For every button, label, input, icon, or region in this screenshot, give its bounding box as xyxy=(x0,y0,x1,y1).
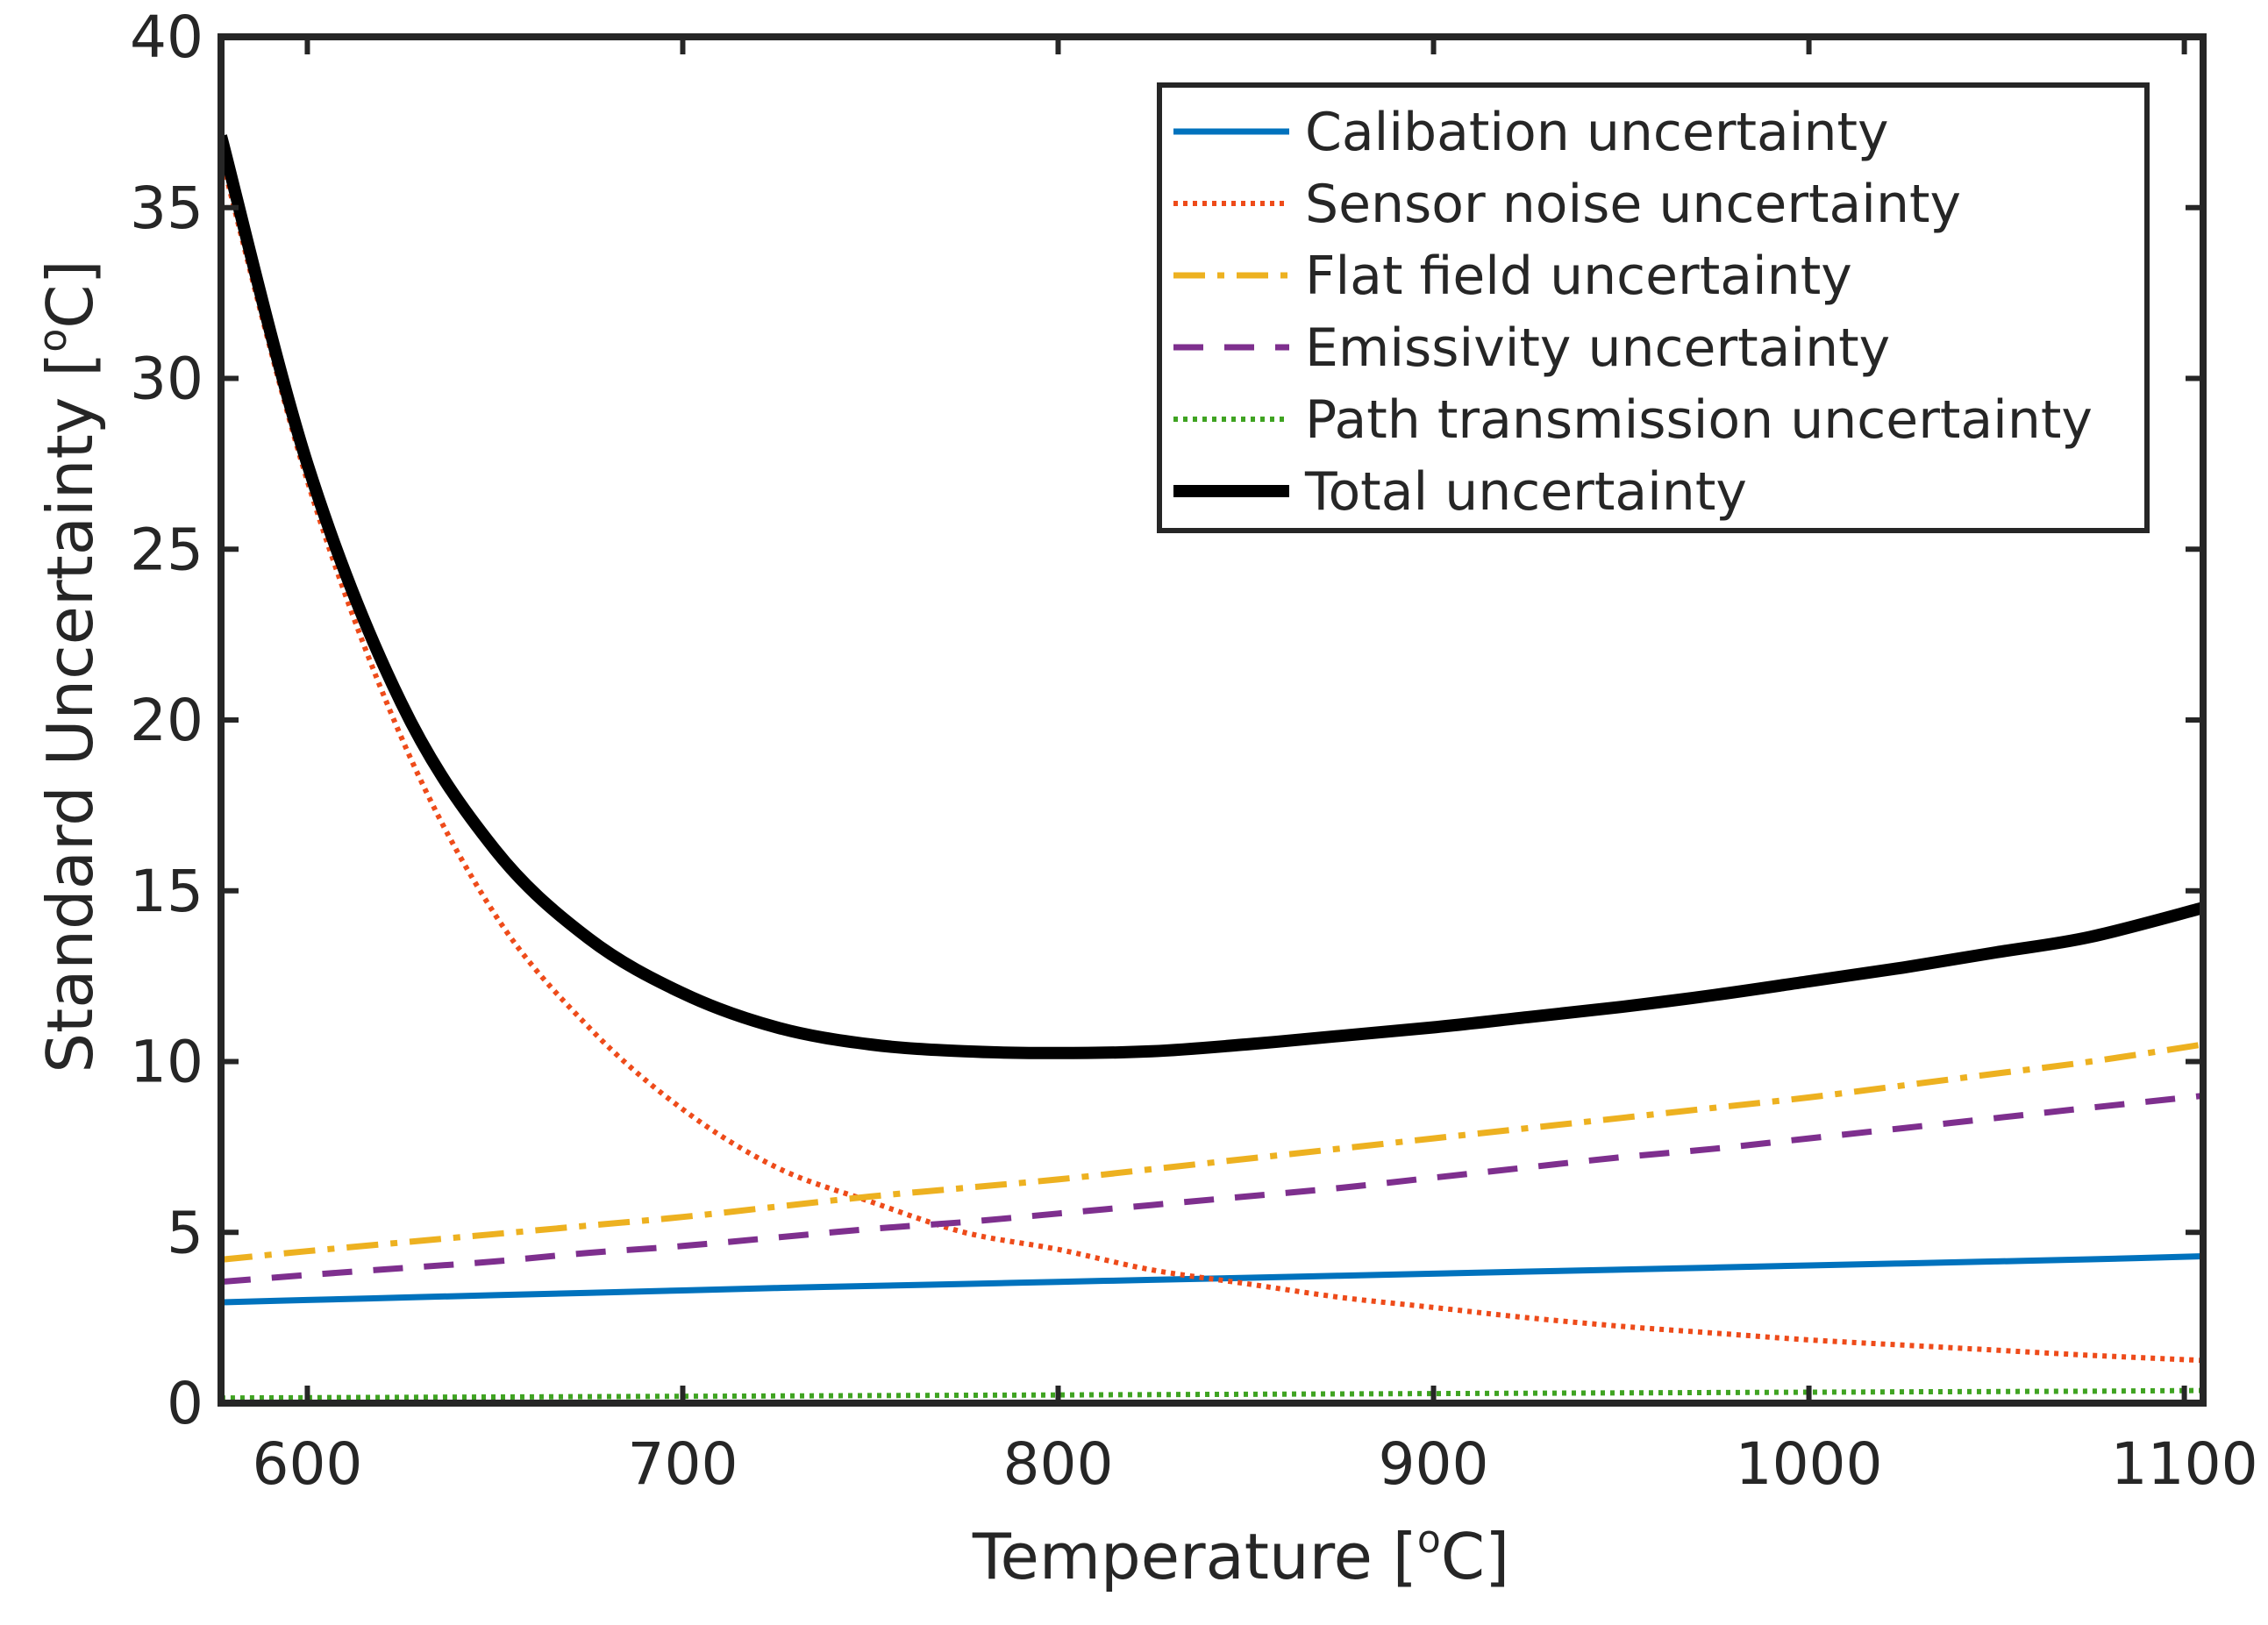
y-tick-label: 20 xyxy=(130,687,203,754)
legend-label: Flat field uncertainty xyxy=(1305,246,1852,307)
series-line-total-uncertainty xyxy=(221,134,2203,1059)
x-axis-label-main: Temperature [ xyxy=(972,1520,1417,1593)
series-line-path-transmission-uncertainty xyxy=(221,1387,2203,1401)
series-layer xyxy=(221,134,2203,1401)
legend-label: Sensor noise uncertainty xyxy=(1305,174,1961,235)
y-axis-label: Standard Uncertainty [oC] xyxy=(31,260,107,1073)
y-tick-label: 40 xyxy=(130,4,203,71)
ticks-layer xyxy=(221,34,2203,1406)
x-tick-label: 900 xyxy=(1379,1430,1489,1498)
legend-box xyxy=(1157,82,2150,533)
x-axis-label: Temperature [oC] xyxy=(972,1517,1509,1593)
y-tick-label: 25 xyxy=(130,516,203,583)
y-tick-label: 10 xyxy=(130,1029,203,1096)
series-line-flat-field-uncertainty xyxy=(221,1041,2203,1263)
x-tick-label: 800 xyxy=(1003,1430,1114,1498)
legend-label: Calibation uncertainty xyxy=(1305,102,1889,163)
y-tick-label: 30 xyxy=(130,346,203,413)
y-tick-label: 0 xyxy=(167,1370,203,1437)
y-tick-label: 15 xyxy=(130,858,203,925)
tick-labels-layer: 600 700 800 900 1000 1100 0 5 10 15 20 25 30 35 40 xyxy=(130,4,2258,1498)
legend-label: Emissivity uncertainty xyxy=(1305,317,1890,379)
y-tick-label: 35 xyxy=(130,175,203,242)
x-tick-label: 700 xyxy=(627,1430,738,1498)
y-axis-label-unit: C] xyxy=(33,260,107,328)
series-line-calibation-uncertainty xyxy=(221,1253,2203,1306)
y-axis-degree: o xyxy=(31,329,75,353)
x-axis-degree: o xyxy=(1417,1517,1441,1562)
x-tick-label: 1000 xyxy=(1736,1430,1883,1498)
x-tick-label: 1100 xyxy=(2111,1430,2258,1498)
legend: Calibation uncertainty Sensor noise uncer… xyxy=(1157,82,2150,533)
series-line-sensor-noise-uncertainty xyxy=(221,155,2203,1364)
legend-label: Total uncertainty xyxy=(1304,461,1747,523)
legend-entries: Calibation uncertainty Sensor noise uncer… xyxy=(1173,102,2093,523)
x-axis-label-unit: C] xyxy=(1441,1520,1509,1593)
y-axis-label-main: Standard Uncertainty [ xyxy=(33,353,107,1073)
series-line-emissivity-uncertainty xyxy=(221,1093,2203,1286)
legend-label: Path transmission uncertainty xyxy=(1305,389,2093,451)
x-tick-label: 600 xyxy=(252,1430,362,1498)
y-tick-label: 5 xyxy=(167,1199,203,1266)
